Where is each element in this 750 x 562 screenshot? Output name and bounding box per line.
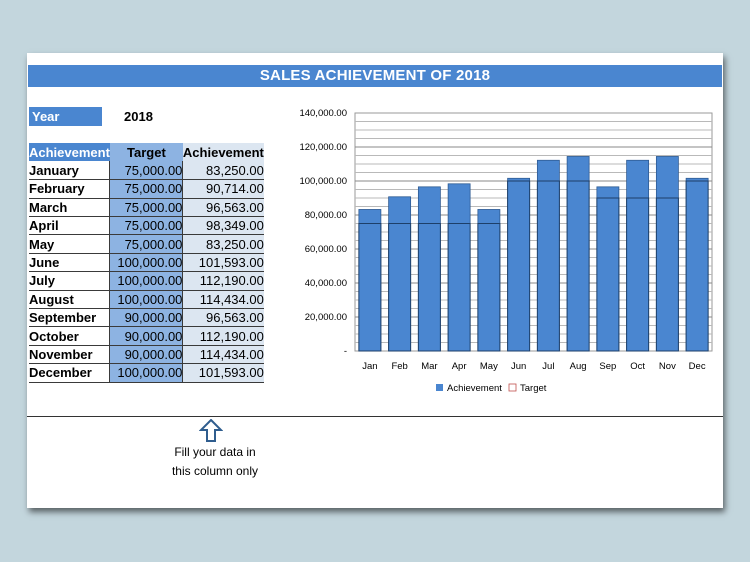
achievement-cell[interactable]: 83,250.00 [182,161,264,181]
target-cell[interactable]: 100,000.00 [109,253,183,273]
month-cell: July [29,271,110,291]
target-cell[interactable]: 100,000.00 [109,363,183,383]
header-target: Target [109,143,183,162]
target-cell[interactable]: 100,000.00 [109,271,183,291]
achievement-cell[interactable]: 96,563.00 [182,198,264,218]
y-tick-label: 20,000.00 [305,312,347,323]
achievement-cell[interactable]: 90,714.00 [182,179,264,199]
x-tick-label: Feb [391,361,407,372]
x-tick-label: Jun [511,361,526,372]
header-month: Achievement [29,143,110,162]
spreadsheet-sheet: SALES ACHIEVEMENT OF 2018 Year 2018 Achi… [27,53,723,508]
month-cell: December [29,363,110,383]
achievement-cell[interactable]: 114,434.00 [182,290,264,310]
x-tick-label: Jan [362,361,377,372]
up-arrow-icon [199,419,223,442]
month-cell: August [29,290,110,310]
x-tick-label: May [480,361,498,372]
x-tick-label: Oct [630,361,645,372]
legend-label-achievement: Achievement [447,383,502,394]
table-header-row: Achievement Target Achievement [29,143,264,162]
table-body: January 75,000.00 83,250.00 February 75,000.… [29,161,264,383]
target-cell[interactable]: 90,000.00 [109,326,183,346]
target-cell[interactable]: 75,000.00 [109,198,183,218]
sheet-title: SALES ACHIEVEMENT OF 2018 [28,65,722,87]
table-row: January 75,000.00 83,250.00 [29,161,264,181]
achievement-cell[interactable]: 83,250.00 [182,234,264,254]
month-cell: April [29,216,110,236]
divider-line [27,416,723,417]
table-row: October 90,000.00 112,190.00 [29,326,264,346]
y-tick-label: 120,000.00 [299,142,347,153]
target-cell[interactable]: 90,000.00 [109,345,183,365]
legend-label-target: Target [520,383,547,394]
x-tick-label: Sep [599,361,616,372]
target-cell[interactable]: 75,000.00 [109,179,183,199]
month-cell: June [29,253,110,273]
x-tick-label: Nov [659,361,676,372]
month-cell: February [29,179,110,199]
sales-chart: - 20,000.00 40,000.00 60,000.00 80,000.00 100… [299,108,713,394]
target-bar [655,197,679,352]
target-bar [536,180,560,352]
target-bar [417,223,441,352]
x-tick-label: Apr [452,361,467,372]
table-row: September 90,000.00 96,563.00 [29,308,264,328]
table-row: November 90,000.00 114,434.00 [29,345,264,365]
table-row: December 100,000.00 101,593.00 [29,363,264,383]
y-tick-label: 60,000.00 [305,244,347,255]
target-bar [507,180,531,352]
target-cell[interactable]: 75,000.00 [109,161,183,181]
target-bar [566,180,590,352]
target-cell[interactable]: 90,000.00 [109,308,183,328]
fill-data-note: Fill your data in this column only [171,445,259,478]
target-bar [358,223,382,352]
target-bar [596,197,620,352]
month-cell: May [29,234,110,254]
achievement-cell[interactable]: 101,593.00 [182,253,264,273]
achievement-cell[interactable]: 112,190.00 [182,271,264,291]
month-cell: January [29,161,110,181]
x-tick-label: Aug [570,361,587,372]
year-value-cell[interactable]: 2018 [124,109,153,124]
header-achievement: Achievement [182,143,264,162]
target-bar [477,223,501,352]
month-cell: September [29,308,110,328]
table-row: June 100,000.00 101,593.00 [29,253,264,273]
achievement-cell[interactable]: 112,190.00 [182,326,264,346]
table-row: July 100,000.00 112,190.00 [29,271,264,291]
target-bar [685,180,709,352]
table-row: May 75,000.00 83,250.00 [29,234,264,254]
month-cell: November [29,345,110,365]
target-cell[interactable]: 75,000.00 [109,216,183,236]
legend-swatch-target [508,383,517,392]
legend-swatch-achievement [436,384,443,391]
table-row: February 75,000.00 90,714.00 [29,179,264,199]
y-tick-label: 80,000.00 [305,210,347,221]
achievement-cell[interactable]: 101,593.00 [182,363,264,383]
y-tick-label: 40,000.00 [305,278,347,289]
target-bar [447,223,471,352]
month-cell: March [29,198,110,218]
target-cell[interactable]: 75,000.00 [109,234,183,254]
x-tick-label: Mar [421,361,437,372]
x-tick-label: Jul [542,361,554,372]
y-tick-label: 100,000.00 [299,176,347,187]
table-row: April 75,000.00 98,349.00 [29,216,264,236]
sales-table: Achievement Target Achievement January 75… [29,143,264,383]
x-tick-label: Dec [689,361,706,372]
achievement-cell[interactable]: 98,349.00 [182,216,264,236]
month-cell: October [29,326,110,346]
achievement-cell[interactable]: 96,563.00 [182,308,264,328]
year-label: Year [29,107,102,126]
target-bar [388,223,412,352]
table-row: March 75,000.00 96,563.00 [29,198,264,218]
table-row: August 100,000.00 114,434.00 [29,290,264,310]
target-bar [626,197,650,352]
y-tick-label: 140,000.00 [299,108,347,119]
y-tick-label: - [344,346,347,357]
achievement-cell[interactable]: 114,434.00 [182,345,264,365]
target-cell[interactable]: 100,000.00 [109,290,183,310]
